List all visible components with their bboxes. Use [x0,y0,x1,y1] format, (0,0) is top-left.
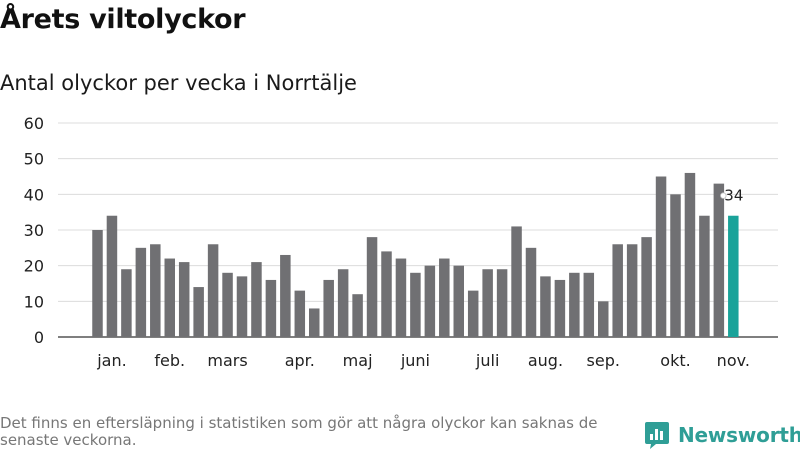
bar [540,276,551,337]
bar [265,279,277,337]
highlight-marker [720,192,727,199]
chart-title: Årets viltolyckor [0,4,246,35]
bar [583,272,595,337]
x-tick-label: apr. [285,351,315,370]
bar [193,287,204,337]
bar [598,301,609,337]
bar [511,226,522,337]
bar [641,237,652,337]
y-tick-label: 40 [24,185,44,204]
bar [323,279,334,337]
bar [467,290,479,337]
bar [280,254,291,337]
bar [482,269,493,337]
bar [670,194,681,337]
x-tick-label: sep. [587,351,620,370]
bar [496,269,508,337]
bar [569,272,580,337]
brand-name: Newsworthy [678,423,800,447]
bar [655,176,667,337]
bar [699,215,710,337]
data-label: 34 [724,187,743,205]
bar-highlight [728,215,739,337]
bar [366,237,378,337]
bar [612,244,623,337]
bar [713,183,725,337]
bar [554,279,566,337]
bar [439,258,450,337]
y-tick-label: 60 [24,114,44,133]
bar [150,244,161,337]
y-tick-label: 0 [34,328,44,347]
bar [222,272,233,337]
brand-logo: Newsworthy [644,419,800,451]
bar [626,244,638,337]
bar [352,294,363,337]
bar [525,247,537,337]
bar [135,247,147,337]
x-tick-label: juli [475,351,499,370]
bar [395,258,407,337]
x-tick-label: aug. [528,351,563,370]
bar [453,265,464,337]
bar [410,272,421,337]
bar [121,269,132,337]
bar [251,262,262,337]
bar [337,269,349,337]
y-tick-label: 50 [24,150,44,169]
bar [294,290,306,337]
y-tick-label: 20 [24,257,44,276]
bar [178,262,190,337]
bar [207,244,219,337]
y-tick-label: 10 [24,292,44,311]
x-tick-label: juni [400,351,430,370]
x-tick-label: nov. [717,351,750,370]
bar [424,265,436,337]
y-tick-label: 30 [24,221,44,240]
x-tick-label: jan. [96,351,126,370]
chart-subtitle: Antal olyckor per vecka i Norrtälje [0,71,357,95]
bar [309,308,320,337]
x-tick-label: maj [343,351,373,370]
bar [164,258,175,337]
x-tick-label: okt. [660,351,690,370]
x-tick-label: feb. [154,351,185,370]
bar [92,230,103,337]
bar-chart: 0 10 20 30 40 50 60 34 jan. feb. mars apr. maj juni ju… [24,114,778,370]
bar [381,251,392,337]
footnote: Det finns en eftersläpning i statistiken… [0,414,598,449]
bar [106,215,118,337]
x-tick-label: mars [207,351,247,370]
bar [684,172,696,337]
bar [236,276,248,337]
newsworthy-logo-icon [645,422,669,449]
